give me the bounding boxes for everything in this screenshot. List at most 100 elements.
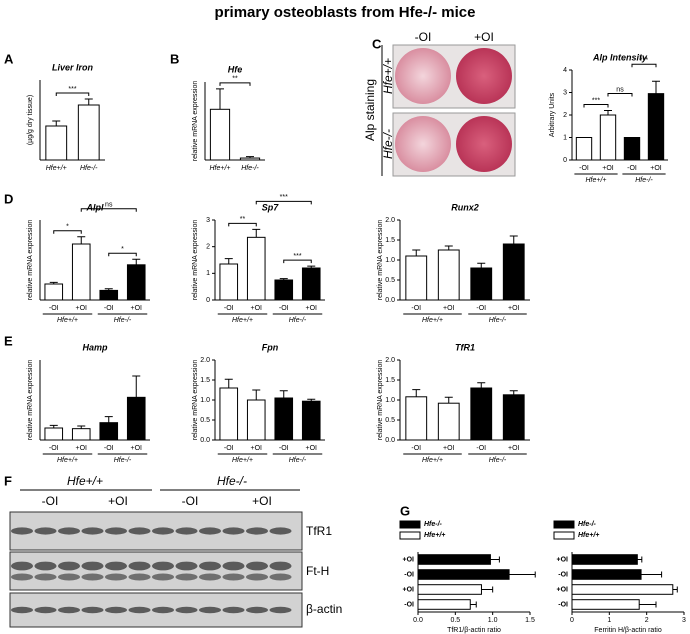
bar (417, 554, 491, 565)
panel-letter: D (4, 191, 13, 206)
column-label: +OI (474, 30, 494, 44)
significance-bracket (228, 222, 257, 227)
blot-band (269, 606, 292, 614)
panel-letter: C (372, 36, 382, 51)
column-label: -OI (415, 30, 432, 44)
x-tick-label: +OI (76, 445, 88, 452)
bar (99, 289, 119, 301)
well (456, 48, 512, 104)
chart-title: Runx2 (451, 202, 479, 212)
y-tick-label: -OI (404, 601, 414, 608)
x-axis-label: Ferritin H/β-actin ratio (594, 627, 662, 634)
significance-label: ** (240, 216, 246, 223)
group-label: Hfe+/+ (57, 317, 78, 324)
x-tick-label: -OI (579, 165, 589, 172)
x-tick-label: -OI (627, 165, 637, 172)
y-tick-label: +OI (557, 556, 569, 563)
x-tick-label: Hfe-/- (241, 165, 259, 172)
significance-label: *** (68, 86, 76, 93)
bar (571, 584, 674, 595)
blot-band (152, 561, 174, 571)
y-tick-label: 4 (563, 67, 567, 74)
group-label: Hfe-/- (114, 457, 132, 464)
bar (71, 243, 91, 301)
group-label: Hfe-/- (635, 177, 653, 184)
group-label: Hfe+/+ (232, 457, 253, 464)
bar (623, 137, 641, 161)
bar (502, 394, 525, 441)
significance-bracket (631, 63, 657, 68)
x-tick-label: -OI (104, 445, 114, 452)
x-tick-label: +OI (131, 445, 143, 452)
figure-title: primary osteoblasts from Hfe-/- mice (215, 4, 476, 21)
x-tick-label: +OI (251, 445, 263, 452)
group-label: Hfe-/- (114, 317, 132, 324)
y-tick-label: 2.0 (385, 357, 395, 364)
x-tick-label: +OI (650, 165, 662, 172)
bar (502, 243, 525, 301)
chart-title: Fpn (262, 342, 279, 352)
y-axis-label: relative mRNA expression (192, 81, 199, 162)
x-tick-label: 3 (682, 617, 686, 624)
bar (301, 400, 321, 441)
y-tick-label: +OI (403, 586, 415, 593)
group-label: Hfe-/- (489, 457, 507, 464)
y-tick-label: -OI (558, 571, 568, 578)
bar (219, 387, 239, 441)
bar (45, 125, 68, 161)
y-axis-label: relative mRNA expression (192, 360, 199, 441)
chart-title: Alpl (86, 202, 104, 212)
x-tick-label: -OI (104, 305, 114, 312)
blot-band (34, 606, 57, 614)
group-label: Hfe-/- (289, 457, 307, 464)
group-label: Hfe+/+ (57, 457, 78, 464)
y-tick-label: 2 (206, 244, 210, 251)
bar (437, 402, 460, 441)
bar (246, 399, 266, 441)
blot-band (269, 561, 292, 571)
blot-band (34, 561, 57, 571)
significance-bracket (80, 208, 137, 212)
row-label: Hfe+/+ (381, 58, 395, 94)
bar (77, 104, 100, 161)
blot-band (105, 527, 127, 535)
x-tick-label: -OI (279, 445, 289, 452)
significance-bracket (583, 104, 609, 108)
x-tick-label: Hfe+/+ (46, 165, 67, 172)
bar (571, 569, 642, 580)
panel-letter: G (400, 503, 410, 518)
blot-band (222, 573, 245, 581)
x-tick-label: 1 (607, 617, 611, 624)
significance-bracket (55, 92, 90, 96)
y-tick-label: 2 (563, 112, 567, 119)
blot-band (58, 527, 80, 535)
x-tick-label: 0 (570, 617, 574, 624)
blot-band (269, 527, 292, 535)
legend-label: Hfe+/+ (424, 532, 445, 539)
blot-band (81, 561, 104, 571)
bar (126, 396, 146, 441)
chart-title: Alp Intensity (592, 52, 648, 62)
significance-label: *** (280, 194, 288, 201)
significance-bracket (53, 230, 82, 234)
group-label: Hfe+/+ (422, 457, 443, 464)
significance-label: *** (293, 253, 301, 260)
bar (274, 279, 294, 301)
significance-label: ns (616, 86, 624, 93)
bar (470, 387, 493, 441)
bar (246, 236, 266, 301)
blot-band (58, 606, 80, 614)
y-tick-label: -OI (558, 601, 568, 608)
group-label: Hfe+/+ (585, 177, 606, 184)
blot-band (199, 527, 221, 535)
legend-swatch (553, 531, 575, 540)
blot-band (246, 561, 268, 571)
blot-band (199, 606, 221, 614)
y-tick-label: 0 (563, 157, 567, 164)
panel-letter: E (4, 333, 13, 348)
x-tick-label: 1.5 (525, 617, 535, 624)
blot-band (11, 573, 33, 581)
significance-label: ns (105, 202, 113, 209)
western-blot (9, 511, 303, 628)
group-label: Hfe-/- (289, 317, 307, 324)
